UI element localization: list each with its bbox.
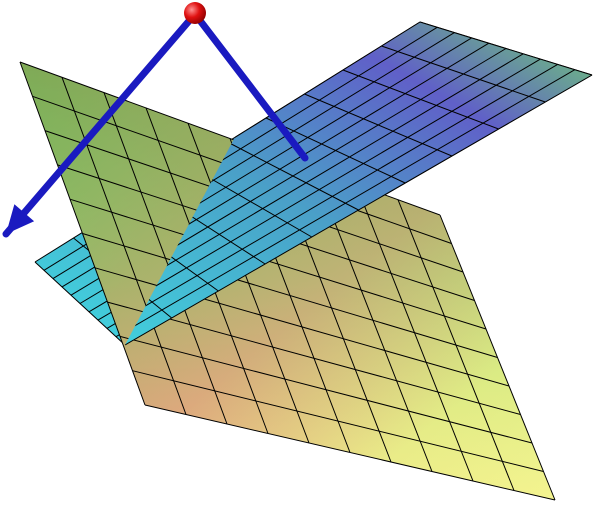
lower-plane-grid-line xyxy=(132,370,544,472)
upper-plane-grid-line xyxy=(381,45,546,103)
vector-right-visible-shaft xyxy=(191,10,309,162)
upper-plane-grid-line xyxy=(304,93,453,157)
lower-plane-grid-line xyxy=(144,404,556,501)
upper-plane-surface xyxy=(125,22,592,345)
lower-plane-grid-line xyxy=(439,214,556,501)
upper-plane-grid-line xyxy=(265,117,406,184)
lower-plane-grid-line xyxy=(82,233,498,358)
upper-plane-grid-line xyxy=(125,237,173,319)
lower-plane-surface xyxy=(20,62,555,500)
lower-plane-grid-line xyxy=(119,335,533,444)
upper-plane-grid-line xyxy=(125,58,541,321)
vectors xyxy=(2,2,309,238)
lower-plane-grid-line xyxy=(397,199,515,491)
upper-plane-grid-line xyxy=(125,74,593,346)
upper-plane-grid-line xyxy=(125,63,558,329)
upper-plane-grid-line xyxy=(342,69,499,130)
lower-plane-grid-line xyxy=(355,184,474,482)
origin-point xyxy=(184,2,206,24)
lower-plane xyxy=(19,61,556,501)
vector-left-shaft xyxy=(2,10,199,238)
upper-plane-grid-line xyxy=(419,21,593,76)
lower-plane-grid-line xyxy=(107,301,521,415)
vector-left-arrowhead xyxy=(6,204,35,234)
upper-plane-grid-line xyxy=(125,69,576,338)
